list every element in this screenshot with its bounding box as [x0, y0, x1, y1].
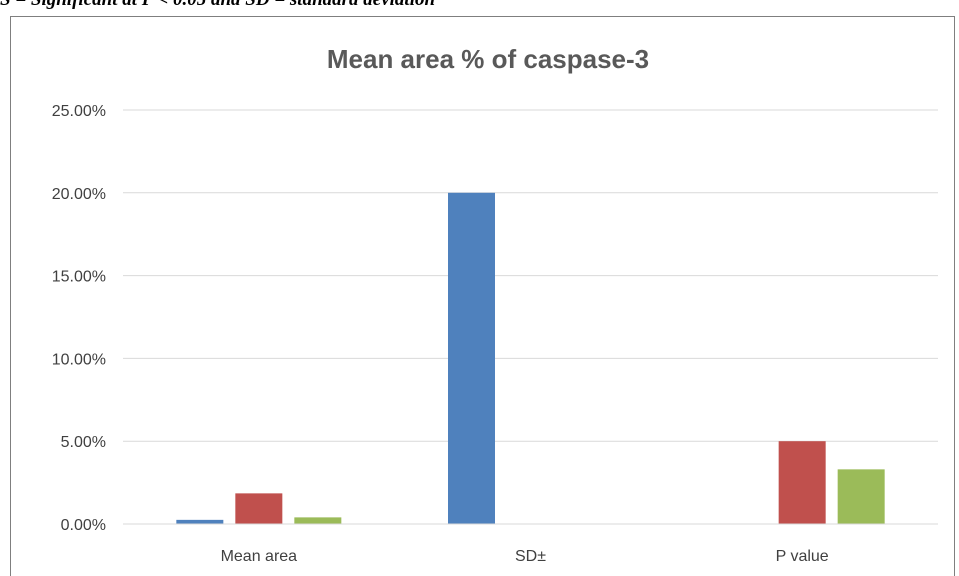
- bar-series-2-0: [235, 493, 283, 524]
- y-tick-label: 5.00%: [61, 434, 106, 451]
- x-tick-label: SD±: [515, 548, 546, 565]
- y-axis-tick-labels: 0.00% 5.00% 10.00% 15.00% 20.00% 25.00%: [52, 103, 106, 534]
- table-caption: S = Significant at P < 0.05 and SD = sta…: [0, 0, 435, 11]
- x-axis-tick-labels: Mean area SD± P value: [221, 548, 829, 565]
- bar-series-1-1: [448, 192, 495, 525]
- y-tick-label: 15.00%: [52, 269, 106, 286]
- y-tick-label: 10.00%: [52, 351, 106, 368]
- bar-series-2-2: [778, 441, 826, 524]
- x-tick-label: Mean area: [221, 548, 298, 565]
- y-tick-label: 20.00%: [52, 186, 106, 203]
- gridlines: [123, 109, 938, 442]
- bar-series-3-2: [837, 469, 885, 524]
- y-tick-label: 0.00%: [61, 517, 106, 534]
- y-tick-label: 25.00%: [52, 103, 106, 120]
- bar-series-1-0: [176, 519, 224, 524]
- x-tick-label: P value: [776, 548, 829, 565]
- chart-title: Mean area % of caspase-3: [327, 44, 649, 74]
- bar-series-3-0: [294, 517, 342, 524]
- bars: [176, 192, 885, 525]
